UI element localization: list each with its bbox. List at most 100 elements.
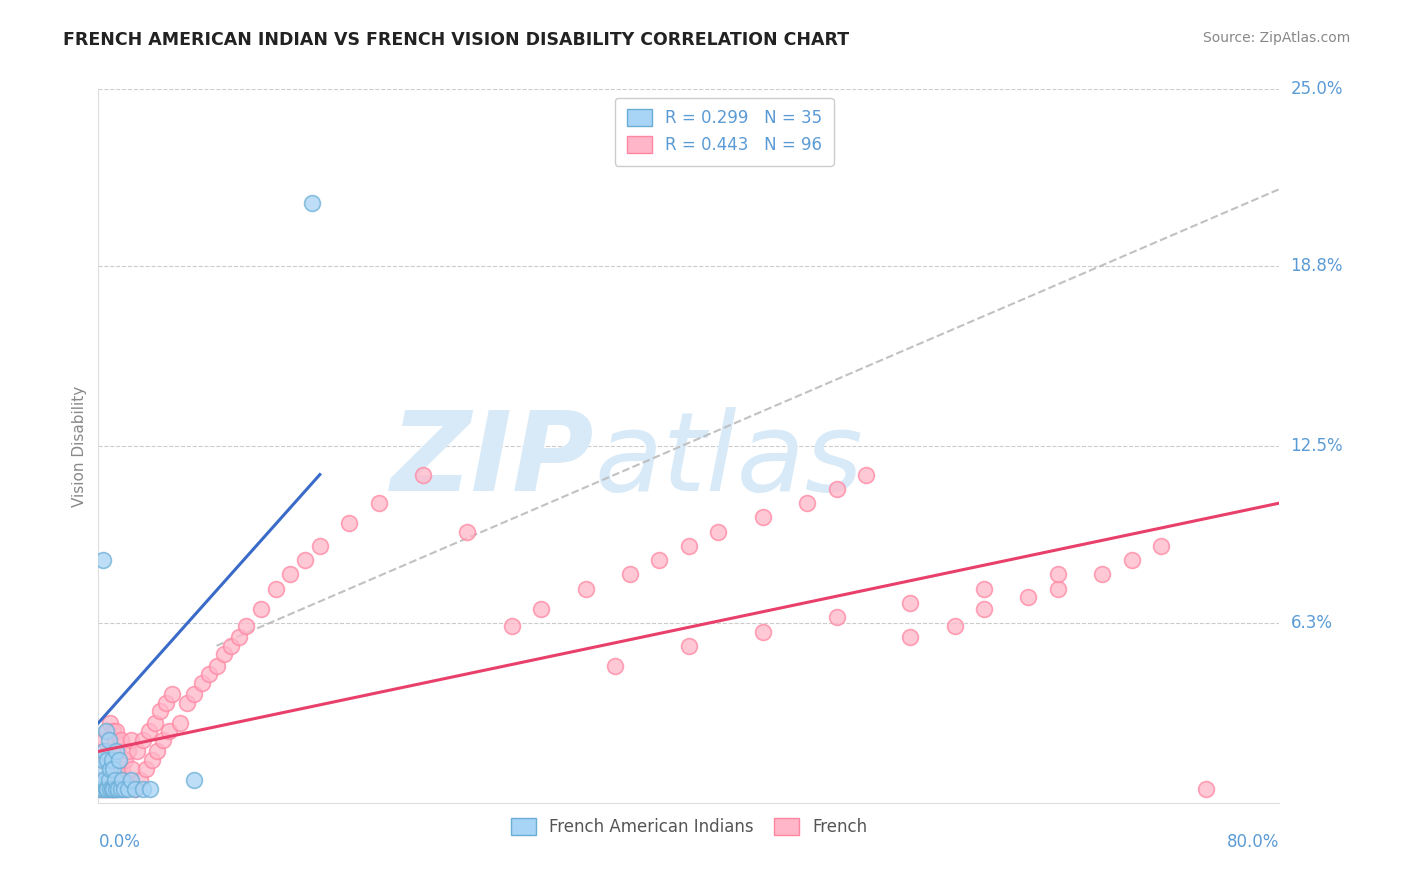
Point [107, 744, 129, 758]
Point [96, 724, 118, 739]
Point [100, 753, 122, 767]
Point [309, 539, 332, 553]
Point [103, 724, 125, 739]
Point [855, 467, 877, 482]
Point [752, 624, 775, 639]
Point [91, 781, 114, 796]
Point [90, 772, 112, 787]
Point [94, 753, 117, 767]
Point [111, 772, 134, 787]
Point [91, 553, 114, 567]
Text: 18.8%: 18.8% [1291, 257, 1343, 275]
Point [115, 781, 138, 796]
Point [250, 601, 273, 615]
Point [105, 744, 128, 758]
Point [105, 724, 128, 739]
Point [117, 781, 139, 796]
Point [1018, 591, 1040, 605]
Point [112, 772, 135, 787]
Point [1091, 567, 1114, 582]
Point [104, 733, 127, 747]
Point [900, 630, 922, 644]
Text: 25.0%: 25.0% [1291, 80, 1343, 98]
Point [103, 762, 125, 776]
Point [900, 596, 922, 610]
Point [146, 744, 169, 758]
Point [943, 619, 966, 633]
Point [235, 619, 257, 633]
Point [825, 482, 848, 496]
Point [162, 687, 183, 701]
Point [108, 762, 131, 776]
Point [125, 744, 148, 758]
Point [176, 696, 198, 710]
Text: ZIP: ZIP [391, 407, 595, 514]
Point [98, 715, 121, 730]
Point [108, 753, 131, 767]
Point [90, 762, 112, 776]
Point [94, 781, 117, 796]
Point [1046, 582, 1070, 596]
Point [97, 733, 120, 747]
Point [169, 715, 191, 730]
Legend: French American Indians, French: French American Indians, French [502, 810, 876, 845]
Point [678, 639, 700, 653]
Point [91, 753, 114, 767]
Point [1046, 567, 1070, 582]
Point [98, 781, 121, 796]
Point [120, 772, 142, 787]
Point [105, 781, 128, 796]
Point [93, 772, 115, 787]
Point [98, 762, 121, 776]
Point [301, 196, 323, 211]
Y-axis label: Vision Disability: Vision Disability [72, 385, 87, 507]
Point [89, 781, 111, 796]
Point [707, 524, 730, 539]
Point [107, 772, 129, 787]
Point [157, 724, 180, 739]
Point [124, 781, 146, 796]
Point [110, 781, 132, 796]
Point [752, 510, 775, 524]
Point [796, 496, 818, 510]
Point [96, 772, 118, 787]
Point [100, 744, 122, 758]
Point [97, 781, 120, 796]
Point [368, 496, 391, 510]
Point [94, 781, 117, 796]
Point [90, 753, 112, 767]
Point [152, 733, 174, 747]
Point [457, 524, 479, 539]
Text: Source: ZipAtlas.com: Source: ZipAtlas.com [1202, 31, 1350, 45]
Point [141, 753, 163, 767]
Point [412, 467, 434, 482]
Point [339, 516, 361, 530]
Point [143, 715, 166, 730]
Point [110, 733, 132, 747]
Text: atlas: atlas [595, 407, 863, 514]
Point [120, 733, 142, 747]
Point [280, 567, 302, 582]
Point [103, 781, 125, 796]
Point [294, 553, 316, 567]
Point [98, 772, 121, 787]
Point [90, 772, 112, 787]
Point [124, 781, 146, 796]
Point [112, 781, 135, 796]
Point [575, 582, 598, 596]
Point [89, 781, 111, 796]
Text: 6.3%: 6.3% [1291, 614, 1333, 632]
Point [825, 610, 848, 624]
Point [100, 781, 122, 796]
Point [135, 762, 157, 776]
Point [264, 582, 287, 596]
Point [111, 762, 134, 776]
Point [1195, 781, 1218, 796]
Point [228, 630, 250, 644]
Point [117, 744, 139, 758]
Point [91, 781, 114, 796]
Point [100, 781, 122, 796]
Point [1121, 553, 1143, 567]
Point [128, 772, 150, 787]
Point [183, 687, 205, 701]
